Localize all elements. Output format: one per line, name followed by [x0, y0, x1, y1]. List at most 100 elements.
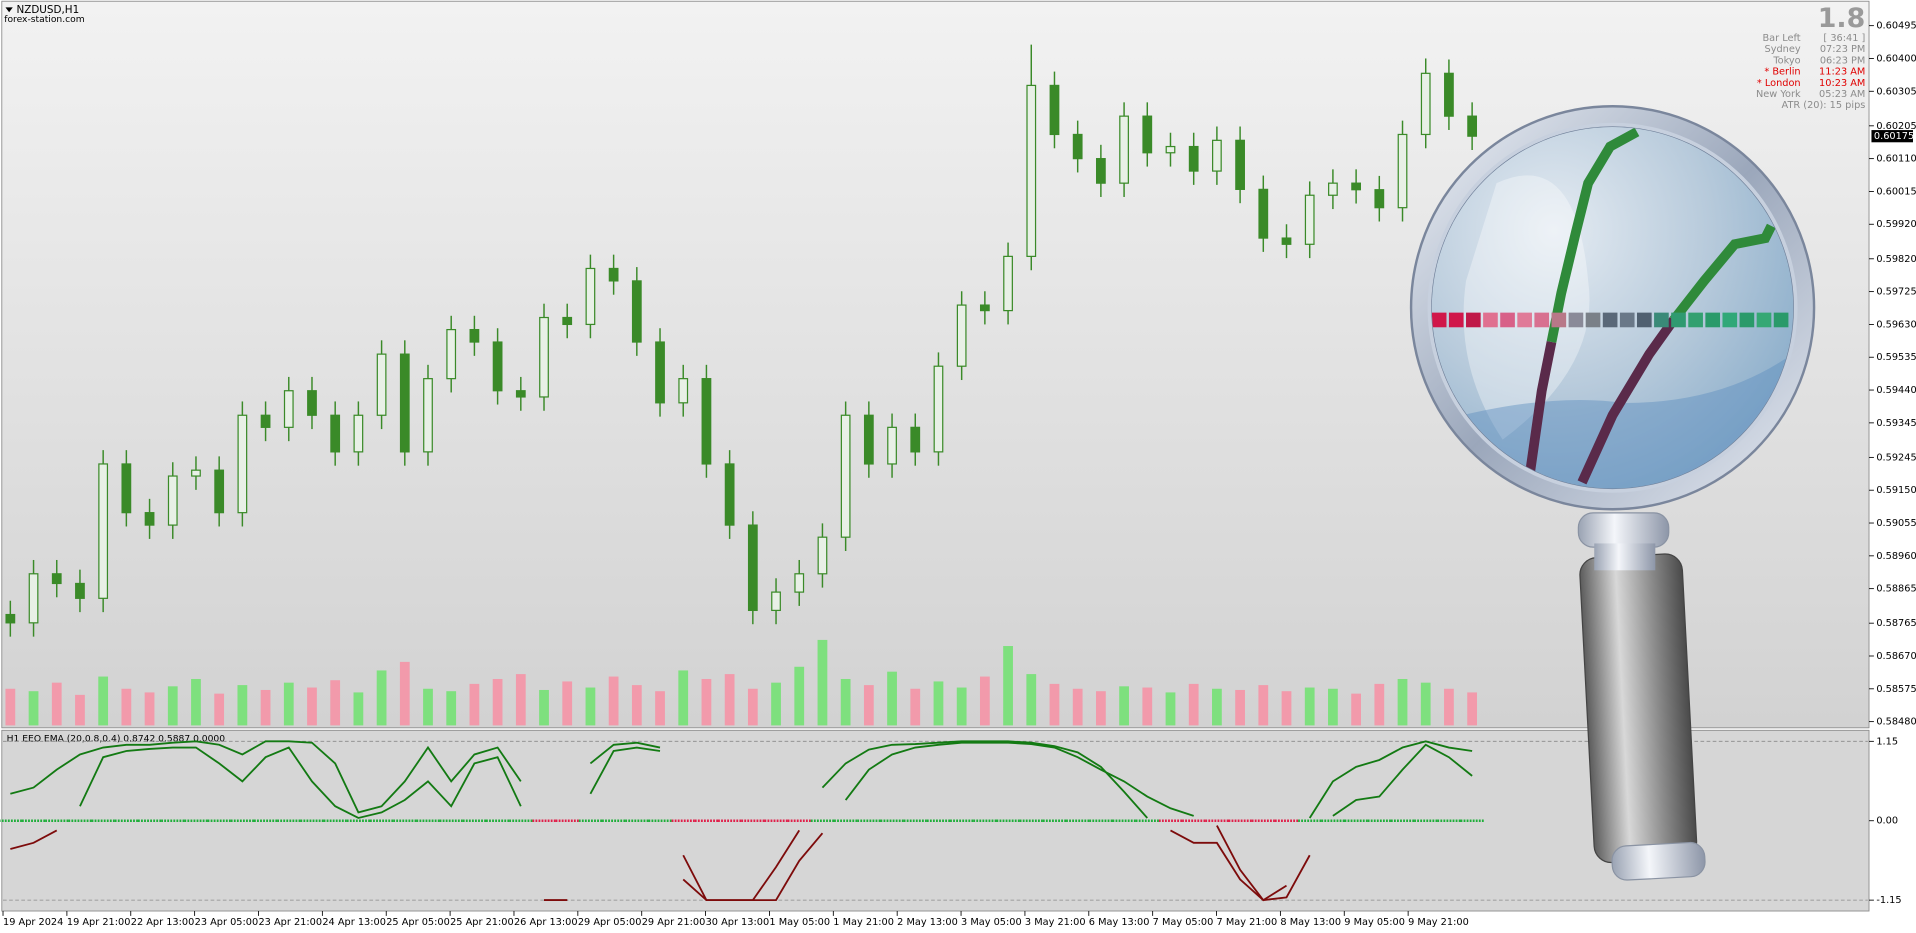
- volume-bar: [794, 666, 805, 726]
- x-tick-label: 1 May 21:00: [833, 917, 894, 928]
- info-label: Bar Left: [1763, 33, 1801, 44]
- x-tick-label: 9 May 21:00: [1408, 917, 1469, 928]
- volume-bar: [1281, 691, 1292, 726]
- volume-bar: [283, 682, 294, 726]
- volume-bar: [678, 670, 689, 726]
- volume-bar: [492, 678, 503, 726]
- candle-body: [1397, 133, 1408, 209]
- indicator-line: [589, 746, 661, 795]
- candle-body: [1095, 158, 1106, 184]
- candle-body: [863, 414, 874, 465]
- volume-bar: [399, 661, 410, 726]
- volume-bar: [1467, 692, 1478, 726]
- candle-body: [1258, 188, 1269, 239]
- x-tick-label: 23 Apr 05:00: [195, 917, 259, 928]
- volume-bar: [817, 639, 828, 726]
- x-tick-label: 2 May 13:00: [897, 917, 958, 928]
- candle-body: [1351, 182, 1361, 191]
- indicator-line: [10, 740, 522, 814]
- volume-bar: [585, 687, 596, 726]
- candle-body: [771, 591, 781, 612]
- volume-bar: [562, 681, 573, 726]
- y-tick-label: 0.58670: [1876, 651, 1916, 662]
- volume-bar: [979, 676, 990, 726]
- x-tick-label: 23 Apr 21:00: [258, 917, 322, 928]
- candle-body: [608, 267, 619, 282]
- candle-body: [5, 613, 16, 624]
- spread-value: 1.8: [1818, 3, 1866, 34]
- volume-bar: [1258, 685, 1269, 726]
- volume-bar: [191, 678, 201, 726]
- candle-body: [1420, 72, 1431, 136]
- info-label: New York: [1756, 89, 1801, 100]
- candle-body: [1235, 139, 1245, 190]
- info-value: 11:23 AM: [1819, 67, 1865, 78]
- symbol-title: NZDUSD,H1: [16, 4, 79, 16]
- candle-body: [817, 536, 828, 575]
- candle-body: [933, 365, 944, 453]
- x-tick-label: 24 Apr 13:00: [322, 917, 386, 928]
- volume-bar: [423, 688, 433, 726]
- source-label: forex-station.com: [4, 15, 85, 25]
- candle-body: [956, 304, 967, 367]
- y-tick-label: 0.60400: [1876, 53, 1916, 64]
- candle-body: [562, 316, 573, 326]
- volume-bar: [1188, 683, 1199, 726]
- candle-body: [330, 414, 341, 453]
- candle-body: [1444, 72, 1454, 117]
- volume-bar: [5, 688, 16, 726]
- volume-bar: [214, 693, 225, 726]
- volume-bar: [1072, 688, 1083, 726]
- candle-body: [1281, 237, 1292, 245]
- x-tick-label: 30 Apr 13:00: [706, 917, 770, 928]
- volume-bar: [28, 691, 39, 726]
- candle-body: [840, 414, 851, 538]
- candle-body: [469, 328, 480, 343]
- candle-body: [167, 475, 178, 526]
- volume-bar: [1049, 683, 1060, 726]
- volume-bar: [1397, 678, 1408, 726]
- volume-bar: [887, 671, 897, 726]
- candle-body: [492, 341, 503, 392]
- x-tick-label: 3 May 05:00: [961, 917, 1022, 928]
- volume-bar: [1003, 646, 1013, 726]
- x-tick-label: 25 Apr 21:00: [450, 917, 514, 928]
- candle-body: [98, 463, 109, 599]
- volume-bar: [539, 689, 549, 726]
- candle-body: [399, 353, 410, 453]
- volume-bar: [1235, 689, 1245, 726]
- x-tick-label: 6 May 13:00: [1089, 917, 1150, 928]
- info-value: 06:23 PM: [1820, 55, 1866, 66]
- candle-body: [887, 426, 897, 465]
- candle-body: [1119, 115, 1129, 184]
- volume-bar: [1304, 687, 1315, 726]
- x-tick-label: 19 Apr 21:00: [67, 917, 131, 928]
- menu-triangle[interactable]: [5, 7, 13, 13]
- candle-body: [423, 378, 433, 453]
- x-tick-label: 29 Apr 21:00: [642, 917, 706, 928]
- y-tick-label: 0.59535: [1876, 352, 1916, 363]
- x-tick-label: 29 Apr 05:00: [578, 917, 642, 928]
- y-tick-label: 0.60110: [1876, 154, 1916, 165]
- volume-bar: [307, 687, 317, 726]
- volume-bar: [121, 688, 132, 726]
- indicator-line: [1170, 829, 1287, 902]
- y-tick-label: 0.58480: [1876, 717, 1916, 728]
- candle-body: [1212, 139, 1222, 172]
- y-tick-label: 0.60205: [1876, 121, 1916, 132]
- candle-body: [28, 573, 39, 624]
- volume-bar: [1026, 674, 1037, 726]
- candle-body: [260, 414, 271, 428]
- volume-bar: [469, 683, 480, 726]
- info-label: * Berlin: [1764, 67, 1800, 78]
- volume-bar: [144, 692, 155, 726]
- volume-bar: [631, 685, 642, 726]
- y-tick-label: 0.60015: [1876, 186, 1916, 197]
- y-tick-label: 0.59150: [1876, 485, 1916, 496]
- candle-body: [655, 341, 665, 404]
- x-tick-label: 7 May 21:00: [1217, 917, 1278, 928]
- volume-bar: [1165, 692, 1176, 726]
- candle-body: [585, 267, 596, 326]
- candle-body: [910, 426, 921, 453]
- y-tick-label: 0.00: [1876, 816, 1898, 827]
